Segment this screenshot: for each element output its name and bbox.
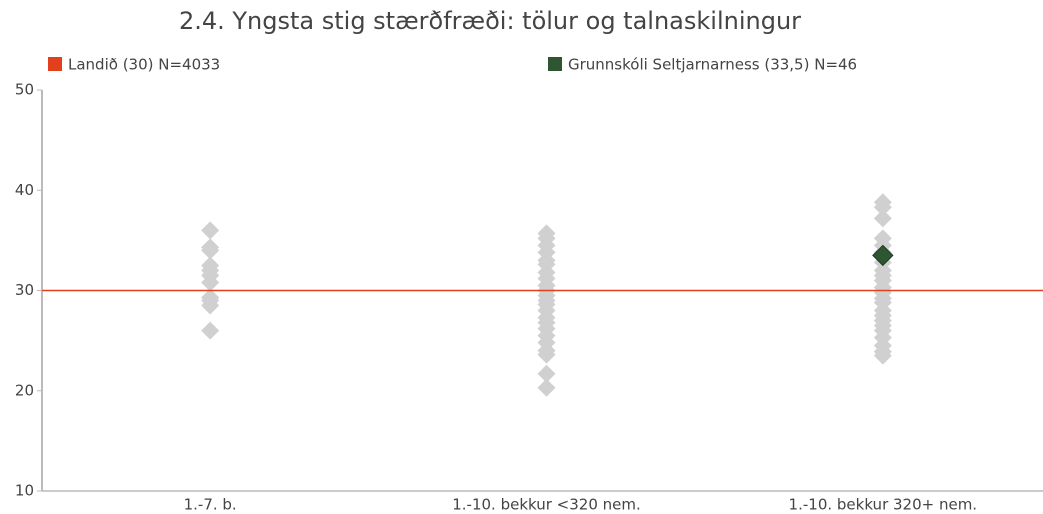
point (873, 346, 892, 365)
y-tick-label: 20 (15, 381, 34, 399)
y-tick-label: 10 (15, 482, 34, 500)
legend-label: Grunnskóli Seltjarnarness (33,5) N=46 (568, 56, 857, 74)
point (201, 221, 220, 240)
point (537, 345, 556, 364)
point (873, 198, 892, 217)
point (201, 241, 220, 260)
point (201, 273, 220, 292)
x-tick-label: 1.-7. b. (184, 496, 237, 514)
legend-label: Landið (30) N=4033 (68, 56, 220, 74)
point (537, 364, 556, 383)
legend-swatch (48, 57, 62, 71)
point (873, 209, 892, 228)
point (537, 378, 556, 397)
x-tick-label: 1.-10. bekkur 320+ nem. (789, 496, 978, 514)
y-tick-label: 40 (15, 181, 34, 199)
point (201, 321, 220, 340)
point (201, 296, 220, 315)
y-tick-label: 30 (15, 281, 34, 299)
x-tick-label: 1.-10. bekkur <320 nem. (452, 496, 641, 514)
y-tick-label: 50 (15, 81, 34, 99)
legend-swatch (548, 57, 562, 71)
highlight-point (872, 244, 894, 267)
chart-title: 2.4. Yngsta stig stærðfræði: tölur og ta… (179, 7, 801, 35)
